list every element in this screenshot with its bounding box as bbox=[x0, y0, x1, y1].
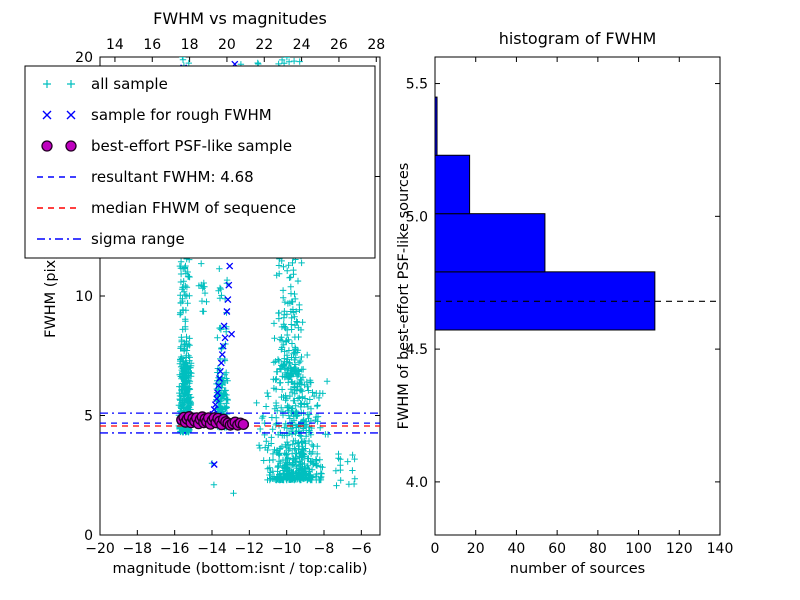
legend-label: sigma range bbox=[91, 230, 185, 248]
right-xtick-label: 0 bbox=[431, 541, 440, 557]
legend-plus-icon bbox=[43, 80, 51, 88]
legend-plus-icon bbox=[67, 80, 75, 88]
series-psf-like-point bbox=[237, 418, 250, 430]
legend-x-icon bbox=[42, 110, 52, 120]
left-xtick-label: −14 bbox=[197, 541, 227, 557]
left-xtick-label: −12 bbox=[235, 541, 265, 557]
right-xtick-label: 60 bbox=[548, 541, 566, 557]
legend-label: median FHWM of sequence bbox=[91, 199, 296, 217]
left-top-tick-label: 22 bbox=[255, 37, 273, 53]
left-xtick-label: −10 bbox=[272, 541, 302, 557]
legend-label: best-effort PSF-like sample bbox=[91, 137, 292, 155]
left-plot-data bbox=[100, 57, 380, 497]
left-plot-ylabel: FWHM (pix) bbox=[43, 254, 59, 338]
hist-bar bbox=[434, 154, 471, 215]
right-xtick-label: 80 bbox=[589, 541, 607, 557]
left-top-tick-label: 16 bbox=[143, 37, 161, 53]
left-plot-title: FWHM vs magnitudes bbox=[153, 9, 327, 28]
right-plot: histogram of FWHM number of sources FWHM o… bbox=[396, 29, 733, 577]
legend-circle-icon bbox=[65, 140, 77, 152]
left-ytick-label: 0 bbox=[84, 528, 93, 544]
legend-label: sample for rough FWHM bbox=[91, 106, 272, 124]
right-ytick-label: 5.0 bbox=[406, 209, 428, 225]
left-ytick-label: 5 bbox=[84, 409, 93, 425]
legend-label: all sample bbox=[91, 75, 168, 93]
right-xtick-label: 120 bbox=[666, 541, 693, 557]
right-plot-ylabel: FWHM of best-effort PSF-like sources bbox=[396, 163, 412, 430]
hist-bar bbox=[434, 213, 546, 273]
left-xtick-label: −18 bbox=[123, 541, 153, 557]
legend-box bbox=[24, 65, 376, 259]
legend-circle-icon bbox=[41, 140, 53, 152]
legend: all sample sample for rough FWHM best-effo… bbox=[24, 65, 376, 259]
right-plot-xlabel: number of sources bbox=[510, 561, 646, 577]
right-xtick-label: 140 bbox=[707, 541, 734, 557]
legend-x-icon bbox=[66, 110, 76, 120]
left-top-tick-label: 24 bbox=[293, 37, 311, 53]
left-top-tick-label: 18 bbox=[181, 37, 199, 53]
hist-bar bbox=[434, 96, 438, 156]
left-top-tick-label: 26 bbox=[330, 37, 348, 53]
left-top-tick-label: 14 bbox=[106, 37, 124, 53]
hist-bar bbox=[434, 271, 656, 331]
legend-label: resultant FWHM: 4.68 bbox=[91, 168, 254, 186]
right-ytick-label: 4.5 bbox=[406, 342, 428, 358]
right-ytick-label: 4.0 bbox=[406, 475, 428, 491]
left-ytick-label: 10 bbox=[75, 289, 93, 305]
left-xtick-label: −8 bbox=[314, 541, 335, 557]
right-plot-title: histogram of FWHM bbox=[499, 29, 657, 48]
left-xtick-label: −20 bbox=[85, 541, 115, 557]
right-ytick-label: 5.5 bbox=[406, 77, 428, 93]
right-xtick-label: 20 bbox=[467, 541, 485, 557]
left-plot-xlabel: magnitude (bottom:isnt / top:calib) bbox=[112, 561, 367, 577]
right-xtick-label: 100 bbox=[625, 541, 652, 557]
left-top-tick-label: 20 bbox=[218, 37, 236, 53]
right-xtick-label: 40 bbox=[508, 541, 526, 557]
left-xtick-label: −6 bbox=[351, 541, 372, 557]
left-top-tick-label: 28 bbox=[367, 37, 385, 53]
left-xtick-label: −16 bbox=[160, 541, 190, 557]
left-ytick-label: 20 bbox=[75, 50, 93, 66]
